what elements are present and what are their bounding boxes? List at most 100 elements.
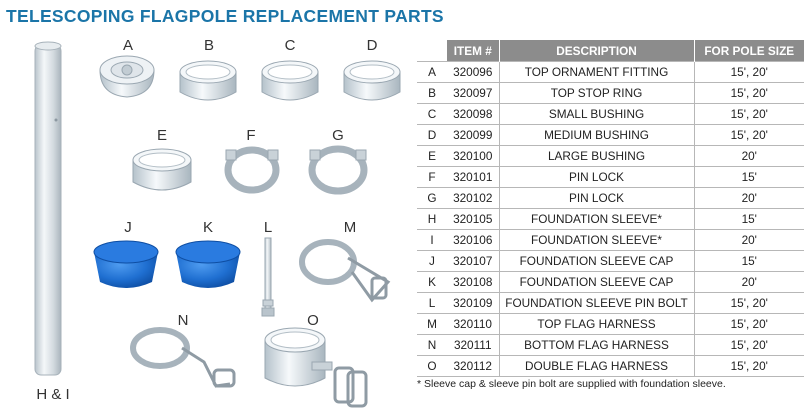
part-label-a: A	[122, 37, 134, 54]
row-letter: J	[417, 250, 447, 272]
row-pole-size: 15'	[694, 208, 804, 230]
row-pole-size: 20'	[694, 229, 804, 251]
part-g-pin-lock	[308, 145, 368, 195]
row-letter: A	[417, 61, 447, 83]
row-pole-size: 20'	[694, 271, 804, 293]
table-row: J 320107 FOUNDATION SLEEVE CAP 15'	[417, 250, 804, 272]
part-label-c: C	[284, 37, 296, 54]
row-item-number: 320101	[447, 166, 500, 188]
row-description: DOUBLE FLAG HARNESS	[499, 355, 695, 377]
row-letter: D	[417, 124, 447, 146]
row-item-number: 320107	[447, 250, 500, 272]
row-pole-size: 20'	[694, 187, 804, 209]
part-j-sleeve-cap	[93, 240, 159, 288]
row-description: FOUNDATION SLEEVE PIN BOLT	[499, 292, 695, 314]
row-description: PIN LOCK	[499, 187, 695, 209]
header-description: DESCRIPTION	[499, 40, 695, 62]
row-item-number: 320110	[447, 313, 500, 335]
table-row: A 320096 TOP ORNAMENT FITTING 15', 20'	[417, 61, 804, 83]
part-m-top-flag-harness	[299, 239, 391, 303]
row-item-number: 320100	[447, 145, 500, 167]
header-item: ITEM #	[447, 40, 500, 62]
row-item-number: 320097	[447, 82, 500, 104]
part-label-k: K	[202, 219, 214, 236]
row-description: FOUNDATION SLEEVE*	[499, 229, 695, 251]
table-row: I 320106 FOUNDATION SLEEVE* 20'	[417, 229, 804, 251]
part-label-m: M	[343, 219, 357, 236]
row-item-number: 320108	[447, 271, 500, 293]
row-letter: O	[417, 355, 447, 377]
row-letter: L	[417, 292, 447, 314]
table-row: M 320110 TOP FLAG HARNESS 15', 20'	[417, 313, 804, 335]
part-o-double-flag-harness	[264, 327, 368, 408]
row-item-number: 320111	[447, 334, 500, 356]
row-description: TOP FLAG HARNESS	[499, 313, 695, 335]
row-description: LARGE BUSHING	[499, 145, 695, 167]
part-n-bottom-flag-harness	[130, 327, 236, 388]
table-body: A 320096 TOP ORNAMENT FITTING 15', 20' B 3200…	[417, 61, 804, 377]
row-description: FOUNDATION SLEEVE CAP	[499, 250, 695, 272]
row-letter: E	[417, 145, 447, 167]
table-row: K 320108 FOUNDATION SLEEVE CAP 20'	[417, 271, 804, 293]
row-item-number: 320102	[447, 187, 500, 209]
row-description: FOUNDATION SLEEVE CAP	[499, 271, 695, 293]
part-label-h-i: H & I	[36, 386, 70, 403]
table-row: N 320111 BOTTOM FLAG HARNESS 15', 20'	[417, 334, 804, 356]
row-letter: H	[417, 208, 447, 230]
row-pole-size: 15', 20'	[694, 124, 804, 146]
row-pole-size: 15'	[694, 250, 804, 272]
part-d-medium-bushing	[343, 60, 401, 101]
row-item-number: 320109	[447, 292, 500, 314]
row-pole-size: 15', 20'	[694, 334, 804, 356]
table-row: D 320099 MEDIUM BUSHING 15', 20'	[417, 124, 804, 146]
row-description: BOTTOM FLAG HARNESS	[499, 334, 695, 356]
part-f-pin-lock	[224, 146, 280, 194]
part-c-small-bushing	[261, 60, 319, 101]
part-label-e: E	[156, 127, 168, 144]
row-letter: I	[417, 229, 447, 251]
table-header-row: ITEM # DESCRIPTION FOR POLE SIZE	[417, 40, 804, 62]
row-letter: F	[417, 166, 447, 188]
row-letter: K	[417, 271, 447, 293]
table-row: L 320109 FOUNDATION SLEEVE PIN BOLT 15', 20…	[417, 292, 804, 314]
part-label-f: F	[246, 127, 256, 144]
part-label-d: D	[366, 37, 378, 54]
row-pole-size: 15'	[694, 166, 804, 188]
row-letter: M	[417, 313, 447, 335]
part-label-o: O	[307, 312, 319, 329]
table-row: E 320100 LARGE BUSHING 20'	[417, 145, 804, 167]
part-label-n: N	[177, 312, 189, 329]
row-pole-size: 15', 20'	[694, 313, 804, 335]
row-letter: C	[417, 103, 447, 125]
page-title: TELESCOPING FLAGPOLE REPLACEMENT PARTS	[6, 6, 444, 26]
table-row: B 320097 TOP STOP RING 15', 20'	[417, 82, 804, 104]
row-pole-size: 15', 20'	[694, 292, 804, 314]
part-label-j: J	[124, 219, 132, 236]
row-description: SMALL BUSHING	[499, 103, 695, 125]
table-row: O 320112 DOUBLE FLAG HARNESS 15', 20'	[417, 355, 804, 377]
header-pole-size: FOR POLE SIZE	[694, 40, 804, 62]
row-pole-size: 15', 20'	[694, 103, 804, 125]
row-item-number: 320099	[447, 124, 500, 146]
part-l-pin-bolt	[261, 237, 275, 317]
row-description: MEDIUM BUSHING	[499, 124, 695, 146]
row-item-number: 320112	[447, 355, 500, 377]
header-letter	[417, 40, 447, 62]
part-label-l: L	[263, 219, 273, 236]
row-pole-size: 15', 20'	[694, 61, 804, 83]
table-row: C 320098 SMALL BUSHING 15', 20'	[417, 103, 804, 125]
row-pole-size: 15', 20'	[694, 355, 804, 377]
row-letter: G	[417, 187, 447, 209]
row-description: TOP STOP RING	[499, 82, 695, 104]
part-k-sleeve-cap	[175, 240, 241, 288]
row-item-number: 320098	[447, 103, 500, 125]
row-letter: N	[417, 334, 447, 356]
part-label-g: G	[332, 127, 344, 144]
row-description: PIN LOCK	[499, 166, 695, 188]
parts-illustration: A B C D E F G J K L M N O H & I	[34, 37, 401, 408]
part-a-ornament-fitting	[99, 55, 155, 98]
footnote: * Sleeve cap & sleeve pin bolt are suppl…	[417, 378, 726, 390]
table-row: H 320105 FOUNDATION SLEEVE* 15'	[417, 208, 804, 230]
parts-table: ITEM # DESCRIPTION FOR POLE SIZE A 320096…	[417, 40, 804, 377]
part-label-b: B	[203, 37, 215, 54]
